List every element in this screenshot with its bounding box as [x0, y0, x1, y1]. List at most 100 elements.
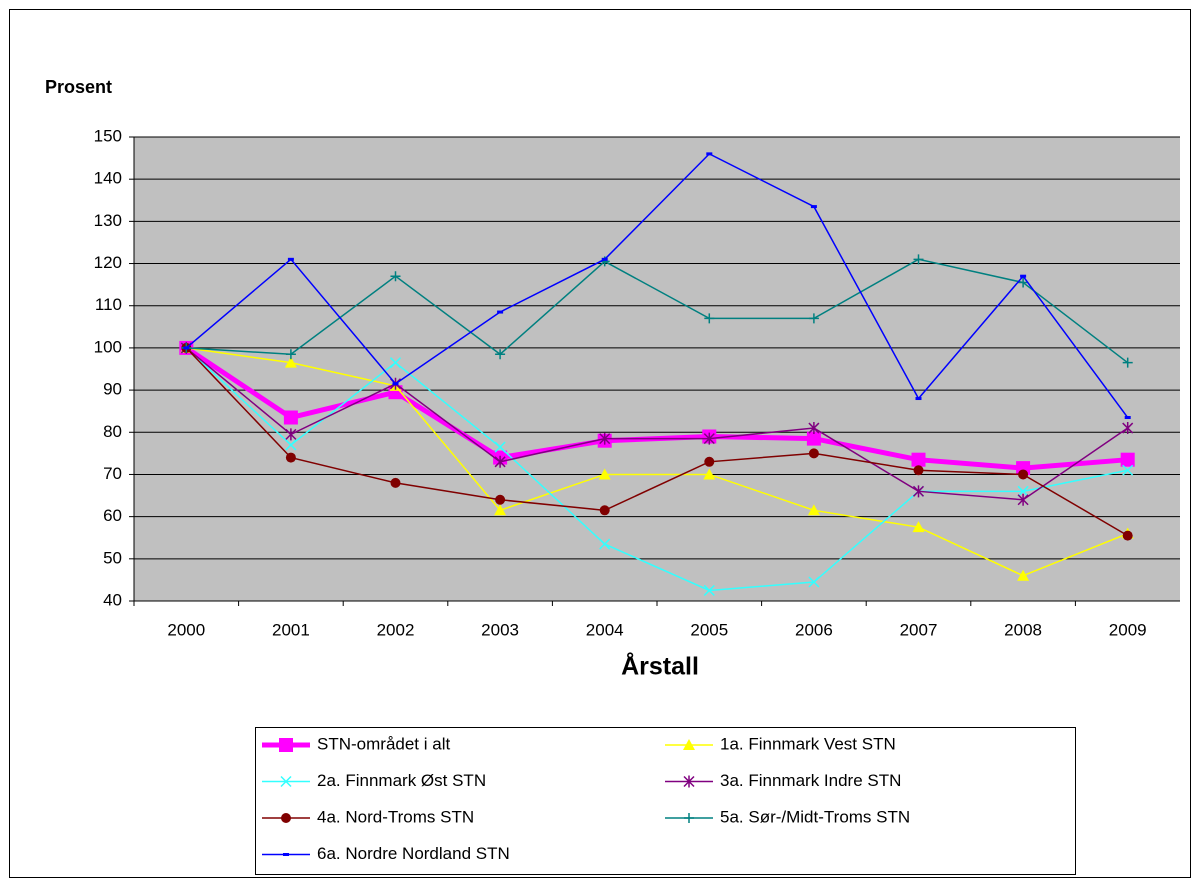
data-point [601, 257, 608, 261]
legend-marker [684, 813, 694, 823]
data-point [599, 505, 610, 516]
data-point [285, 428, 297, 441]
y-axis-title: Prosent [45, 77, 112, 97]
legend-label: 2a. Finnmark Øst STN [317, 771, 486, 790]
data-point [285, 349, 296, 360]
data-point [390, 271, 401, 282]
data-point [1122, 422, 1134, 435]
data-point [389, 357, 402, 369]
y-tick-label: 100 [94, 337, 122, 356]
data-point [283, 410, 298, 425]
legend-label: 1a. Finnmark Vest STN [720, 734, 896, 753]
data-point [911, 452, 926, 467]
data-point [1017, 569, 1030, 581]
data-point [913, 465, 924, 476]
y-tick-label: 150 [94, 126, 122, 145]
y-tick-label: 140 [94, 169, 122, 188]
x-tick-label: 2006 [795, 620, 833, 639]
y-tick-label: 60 [103, 506, 122, 525]
data-point [808, 576, 820, 588]
data-point [599, 432, 611, 445]
legend-label: STN-området i alt [317, 734, 450, 753]
data-point [703, 432, 715, 445]
legend-marker [281, 813, 291, 823]
x-tick-label: 2002 [377, 620, 415, 639]
data-point [1018, 469, 1029, 480]
data-point [808, 448, 819, 459]
data-point [284, 356, 297, 368]
y-tick-label: 70 [103, 464, 122, 483]
data-point [1124, 416, 1131, 420]
data-point [810, 205, 817, 209]
data-point [494, 504, 507, 516]
data-point [806, 431, 821, 446]
data-point [703, 468, 716, 480]
data-point [287, 257, 294, 261]
legend-marker [283, 853, 289, 856]
y-tick-label: 90 [103, 380, 122, 399]
data-point [1018, 277, 1029, 288]
legend-marker [279, 738, 293, 752]
data-point [494, 455, 506, 468]
series-line [185, 347, 1129, 537]
x-tick-label: 2000 [167, 620, 205, 639]
legend-marker [280, 775, 292, 788]
data-point [183, 346, 190, 350]
legend [255, 727, 1076, 875]
data-point [599, 538, 611, 550]
data-point [808, 422, 820, 435]
legend-label: 3a. Finnmark Indre STN [720, 771, 901, 790]
data-point [807, 504, 820, 516]
legend-label: 5a. Sør-/Midt-Troms STN [720, 807, 910, 826]
legend-marker [683, 739, 695, 750]
data-point [495, 494, 506, 505]
data-point [285, 452, 296, 463]
data-point [1122, 464, 1134, 476]
x-tick-label: 2004 [586, 620, 624, 639]
y-tick-label: 50 [103, 548, 122, 567]
x-axis-title: Årstall [621, 652, 699, 681]
series-line [186, 258, 1129, 364]
data-point [1120, 452, 1135, 467]
data-point [1122, 357, 1133, 368]
legend-label: 6a. Nordre Nordland STN [317, 844, 510, 863]
x-tick-label: 2008 [1004, 620, 1042, 639]
data-point [497, 310, 504, 314]
data-point [1122, 530, 1133, 541]
series-line [185, 152, 1129, 418]
x-tick-label: 2003 [481, 620, 519, 639]
data-point [704, 313, 715, 324]
series-line [185, 347, 1128, 592]
data-point [1020, 274, 1027, 278]
data-point [495, 349, 506, 360]
y-tick-label: 110 [95, 295, 122, 314]
data-point [285, 439, 297, 451]
data-point [390, 477, 401, 488]
data-point [392, 382, 399, 386]
data-point [703, 584, 715, 596]
x-tick-label: 2001 [272, 620, 310, 639]
data-point [598, 468, 611, 480]
y-tick-label: 120 [94, 253, 122, 272]
legend-marker [683, 775, 695, 788]
legend-label: 4a. Nord-Troms STN [317, 807, 474, 826]
x-tick-label: 2007 [900, 620, 938, 639]
data-point [1017, 485, 1029, 497]
data-point [808, 313, 819, 324]
plot-area [134, 137, 1180, 601]
y-tick-label: 80 [103, 422, 122, 441]
data-point [706, 152, 713, 156]
data-point [913, 254, 924, 265]
data-point [912, 521, 925, 533]
data-point [494, 441, 506, 453]
y-tick-label: 130 [94, 211, 122, 230]
data-point [915, 397, 922, 401]
series-line [185, 347, 1129, 501]
data-point [704, 456, 715, 467]
series-line [186, 347, 1128, 577]
data-point [912, 485, 925, 498]
data-point [1017, 493, 1029, 506]
x-tick-label: 2005 [690, 620, 728, 639]
y-tick-label: 40 [103, 590, 122, 609]
